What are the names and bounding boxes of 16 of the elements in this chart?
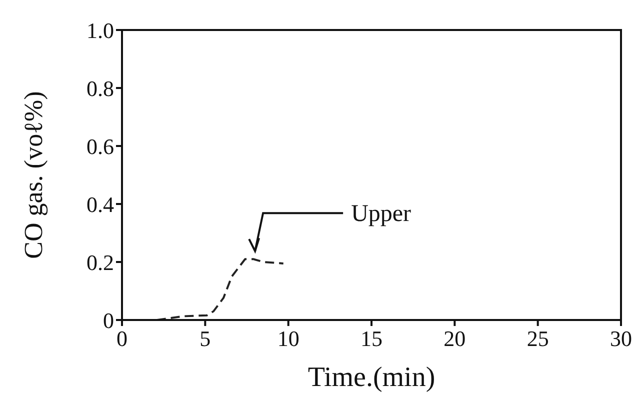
x-tick-label: 25	[526, 326, 549, 351]
x-tick-label: 30	[610, 326, 632, 351]
y-tick-label: 0.8	[86, 76, 114, 101]
x-tick-label: 5	[200, 326, 211, 351]
x-tick-label: 20	[444, 326, 466, 351]
y-tick-label: 0.2	[86, 250, 114, 275]
y-tick-label: 0.6	[86, 134, 114, 159]
annotation: Upper	[351, 201, 412, 228]
x-tick-label: 10	[277, 326, 300, 351]
y-tick-label: 0.4	[86, 192, 114, 217]
y-axis-title: CO gas. (voℓ%)	[19, 91, 48, 259]
y-tick-label: 0	[103, 308, 114, 333]
x-tick-label: 15	[360, 326, 382, 351]
x-axis-title: Time.(min)	[308, 362, 436, 393]
line-series	[156, 258, 284, 320]
y-tick-label: 1.0	[86, 18, 114, 43]
